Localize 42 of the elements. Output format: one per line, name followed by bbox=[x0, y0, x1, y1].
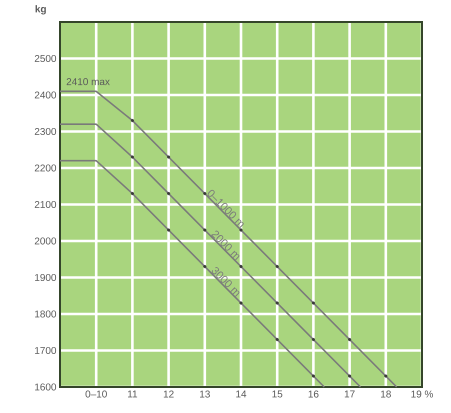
y-tick-label: 1900 bbox=[35, 274, 56, 282]
y-tick-label: 1800 bbox=[35, 310, 56, 318]
point bbox=[239, 264, 243, 268]
point bbox=[239, 301, 243, 305]
x-tick-label: 13 bbox=[200, 390, 210, 398]
point bbox=[203, 264, 206, 268]
point bbox=[167, 155, 170, 159]
point bbox=[312, 301, 315, 305]
y-tick-label: 1600 bbox=[35, 383, 56, 391]
y-tick-label: 2100 bbox=[34, 200, 56, 208]
y-tick-label: 2500 bbox=[34, 54, 56, 62]
y-tick-label: 2300 bbox=[34, 128, 56, 136]
point bbox=[348, 338, 352, 342]
x-tick-label: 18 bbox=[381, 390, 391, 398]
x-tick-label: 14 bbox=[236, 390, 246, 398]
point bbox=[203, 228, 206, 232]
point bbox=[384, 374, 388, 378]
point bbox=[130, 192, 134, 196]
y-tick-label: 2000 bbox=[34, 237, 56, 245]
x-tick-label: 0–10 bbox=[86, 390, 107, 398]
point bbox=[130, 155, 134, 159]
y-tick-label: 1700 bbox=[35, 346, 56, 354]
point bbox=[348, 374, 352, 378]
x-tick-label: 16 bbox=[308, 390, 319, 398]
point bbox=[276, 338, 279, 342]
point bbox=[312, 374, 315, 378]
x-tick-label: 15 bbox=[272, 390, 282, 398]
x-tick-label: 17 bbox=[344, 390, 355, 398]
x-tick-label: 11 bbox=[128, 390, 138, 398]
point bbox=[276, 301, 279, 305]
x-tick-label: 12 bbox=[164, 390, 174, 398]
y-axis-title: kg bbox=[36, 5, 46, 14]
point bbox=[167, 192, 170, 196]
point bbox=[130, 118, 134, 122]
point bbox=[167, 228, 170, 232]
y-tick-label: 2400 bbox=[34, 91, 56, 99]
x-tick-label: 19 % bbox=[411, 390, 434, 398]
y-tick-label: 2200 bbox=[34, 164, 56, 172]
point bbox=[312, 338, 315, 342]
point bbox=[276, 264, 279, 268]
point bbox=[239, 228, 243, 232]
point bbox=[203, 192, 206, 196]
